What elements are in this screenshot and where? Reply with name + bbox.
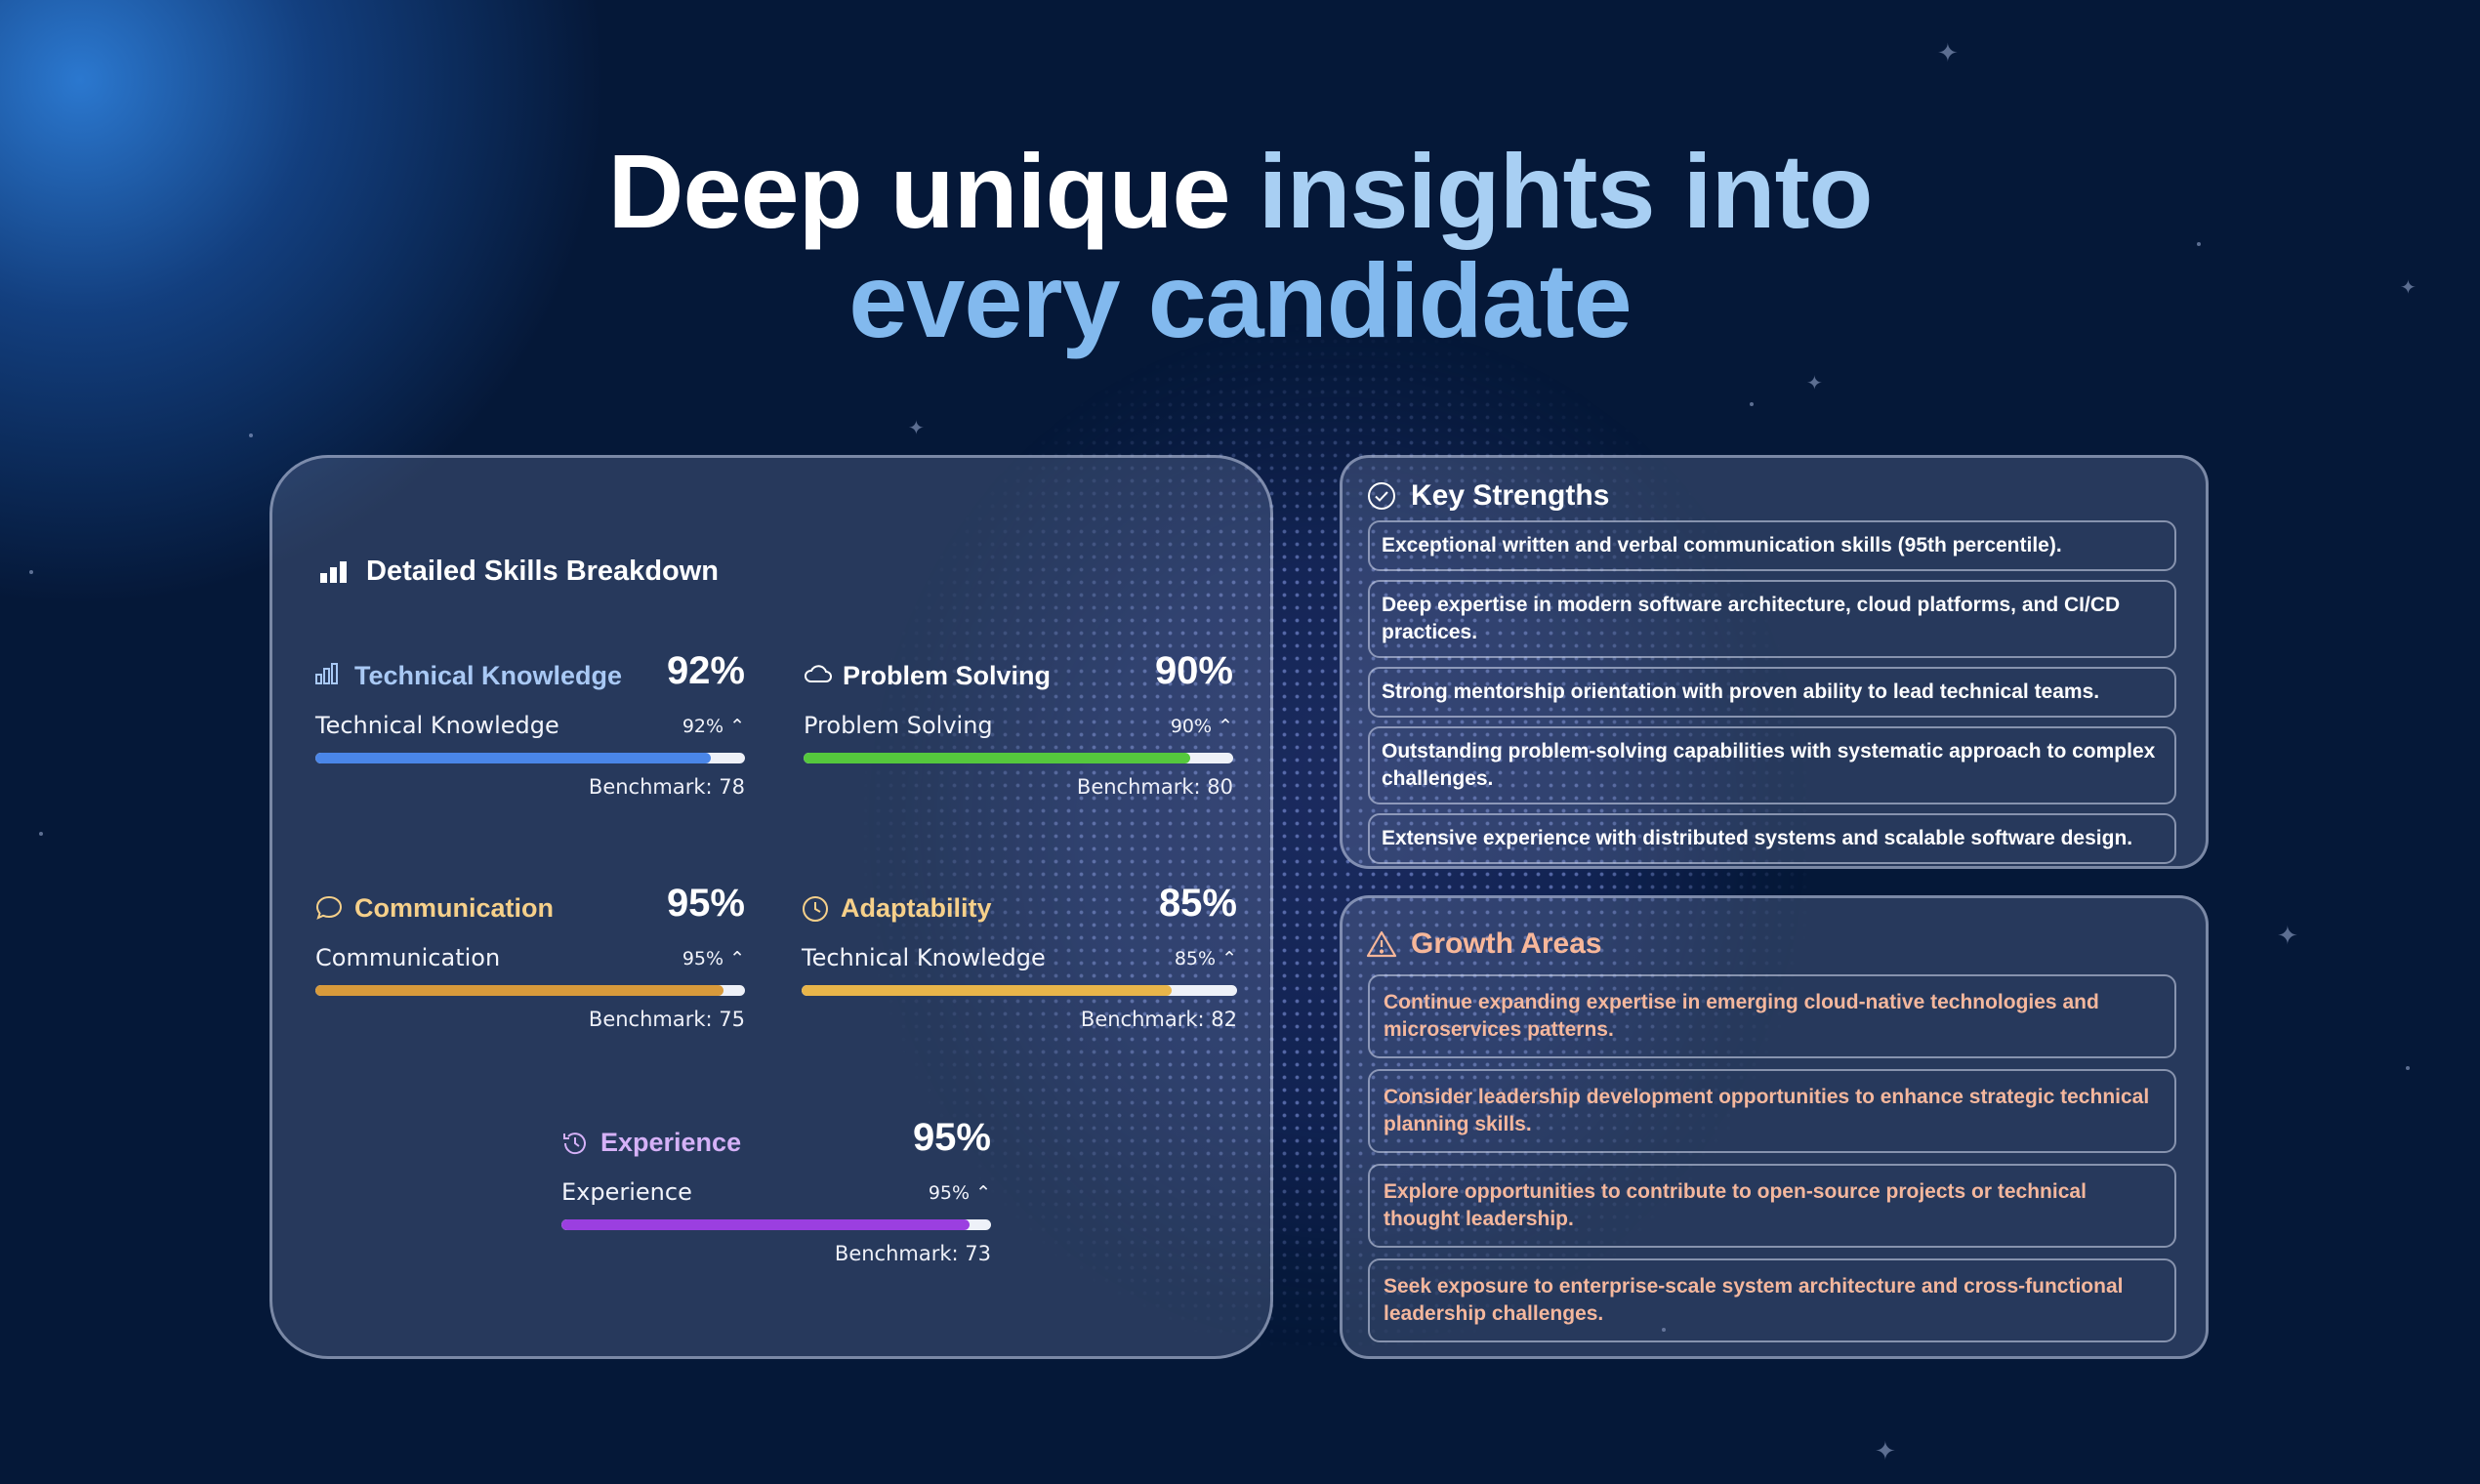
growth-areas-list: Continue expanding expertise in emerging… xyxy=(1368,974,2176,1353)
star-dot xyxy=(2406,1066,2410,1070)
progress-bar xyxy=(561,1219,991,1230)
skills-breakdown-card: Detailed Skills Breakdown Technical Know… xyxy=(269,455,1273,1359)
dotted-sphere-graphic xyxy=(859,322,1816,1357)
skill-name: Problem Solving xyxy=(843,661,1052,690)
chevron-up-icon: ⌃ xyxy=(1221,948,1237,969)
sparkle-icon: ✦ xyxy=(2400,275,2417,299)
skill-communication: Communication 95% Communication 95% ⌃ Ben… xyxy=(315,882,745,1031)
list-item: Consider leadership development opportun… xyxy=(1368,1069,2176,1153)
skills-card-header: Detailed Skills Breakdown xyxy=(319,556,719,588)
list-item: Exceptional written and verbal communica… xyxy=(1368,520,2176,571)
bar-percent: 92% ⌃ xyxy=(682,716,745,737)
bar-label: Experience xyxy=(561,1178,692,1206)
star-dot xyxy=(1662,1328,1666,1332)
key-strengths-list: Exceptional written and verbal communica… xyxy=(1368,520,2176,873)
bar-label: Technical Knowledge xyxy=(315,712,559,739)
skills-card-title: Detailed Skills Breakdown xyxy=(366,556,720,587)
growth-areas-title: Growth Areas xyxy=(1411,928,1602,960)
key-strengths-header: Key Strengths xyxy=(1366,479,1609,513)
progress-bar xyxy=(804,753,1233,763)
skill-percent: 85% xyxy=(1158,882,1237,925)
progress-fill xyxy=(561,1219,970,1230)
growth-areas-header: Growth Areas xyxy=(1366,928,1602,961)
bar-label: Problem Solving xyxy=(804,712,993,739)
skill-problem-solving: Problem Solving 90% Problem Solving 90% ⌃… xyxy=(804,649,1233,799)
page-headline: Deep unique insights into every candidat… xyxy=(0,137,2480,355)
skill-percent: 95% xyxy=(912,1116,991,1159)
bar-label: Technical Knowledge xyxy=(802,944,1046,971)
headline-part-3: every candidate xyxy=(848,241,1632,359)
star-dot xyxy=(39,832,43,836)
skill-experience: Experience 95% Experience 95% ⌃ Benchmark… xyxy=(561,1116,991,1265)
progress-fill xyxy=(802,985,1173,996)
benchmark-label: Benchmark: 73 xyxy=(834,1242,991,1265)
list-item: Explore opportunities to contribute to o… xyxy=(1368,1164,2176,1248)
skill-adaptability: Adaptability 85% Technical Knowledge 85%… xyxy=(802,882,1237,1031)
progress-fill xyxy=(315,753,711,763)
benchmark-label: Benchmark: 82 xyxy=(1080,1008,1237,1031)
skill-name: Technical Knowledge xyxy=(354,661,623,690)
bar-percent: 95% ⌃ xyxy=(928,1182,991,1204)
progress-fill xyxy=(315,985,723,996)
skill-technical-knowledge: Technical Knowledge 92% Technical Knowle… xyxy=(315,649,745,799)
benchmark-label: Benchmark: 80 xyxy=(1076,775,1233,799)
cloud-icon xyxy=(805,665,832,682)
list-item: Continue expanding expertise in emerging… xyxy=(1368,974,2176,1058)
star-dot xyxy=(249,433,253,437)
growth-areas-card: Growth Areas Continue expanding expertis… xyxy=(1340,895,2209,1359)
key-strengths-card: Key Strengths Exceptional written and ve… xyxy=(1340,455,2209,869)
progress-fill xyxy=(804,753,1190,763)
bar-chart-icon xyxy=(315,663,338,684)
progress-bar xyxy=(802,985,1237,996)
list-item: Seek exposure to enterprise-scale system… xyxy=(1368,1258,2176,1342)
bar-chart-icon xyxy=(320,560,347,583)
skill-name: Communication xyxy=(354,893,555,923)
skill-percent: 95% xyxy=(666,882,745,925)
chevron-up-icon: ⌃ xyxy=(729,716,745,737)
headline-part-1: Deep unique xyxy=(607,132,1259,250)
list-item: Strong mentorship orientation with prove… xyxy=(1368,667,2176,718)
chevron-up-icon: ⌃ xyxy=(975,1182,991,1204)
bar-percent: 90% ⌃ xyxy=(1170,716,1233,737)
skill-name: Experience xyxy=(600,1128,742,1157)
chevron-up-icon: ⌃ xyxy=(1218,716,1233,737)
list-item: Extensive experience with distributed sy… xyxy=(1368,813,2176,864)
sparkle-icon: ✦ xyxy=(1806,371,1823,394)
skill-name: Adaptability xyxy=(841,893,992,923)
list-item: Outstanding problem-solving capabilities… xyxy=(1368,726,2176,804)
history-icon xyxy=(563,1133,586,1155)
benchmark-label: Benchmark: 78 xyxy=(588,775,745,799)
key-strengths-title: Key Strengths xyxy=(1411,479,1610,512)
headline-part-2: insights into xyxy=(1258,132,1874,250)
progress-bar xyxy=(315,985,745,996)
sparkle-icon: ✦ xyxy=(1875,1437,1896,1466)
progress-bar xyxy=(315,753,745,763)
sparkle-icon: ✦ xyxy=(2277,922,2298,951)
chevron-up-icon: ⌃ xyxy=(729,948,745,969)
check-circle-icon xyxy=(1368,482,1395,510)
bar-label: Communication xyxy=(315,944,501,971)
skill-percent: 90% xyxy=(1154,649,1233,692)
skill-percent: 92% xyxy=(666,649,745,692)
clock-icon xyxy=(803,896,828,922)
star-dot xyxy=(29,570,33,574)
bar-percent: 95% ⌃ xyxy=(682,948,745,969)
star-dot xyxy=(1750,402,1754,406)
benchmark-label: Benchmark: 75 xyxy=(588,1008,745,1031)
warning-triangle-icon xyxy=(1366,930,1397,958)
bar-percent: 85% ⌃ xyxy=(1174,948,1237,969)
background-glow xyxy=(0,0,625,625)
list-item: Deep expertise in modern software archit… xyxy=(1368,580,2176,658)
star-dot xyxy=(2197,242,2201,246)
sparkle-icon: ✦ xyxy=(1937,39,1959,68)
sparkle-icon: ✦ xyxy=(908,416,925,439)
speech-bubble-icon xyxy=(315,895,343,920)
